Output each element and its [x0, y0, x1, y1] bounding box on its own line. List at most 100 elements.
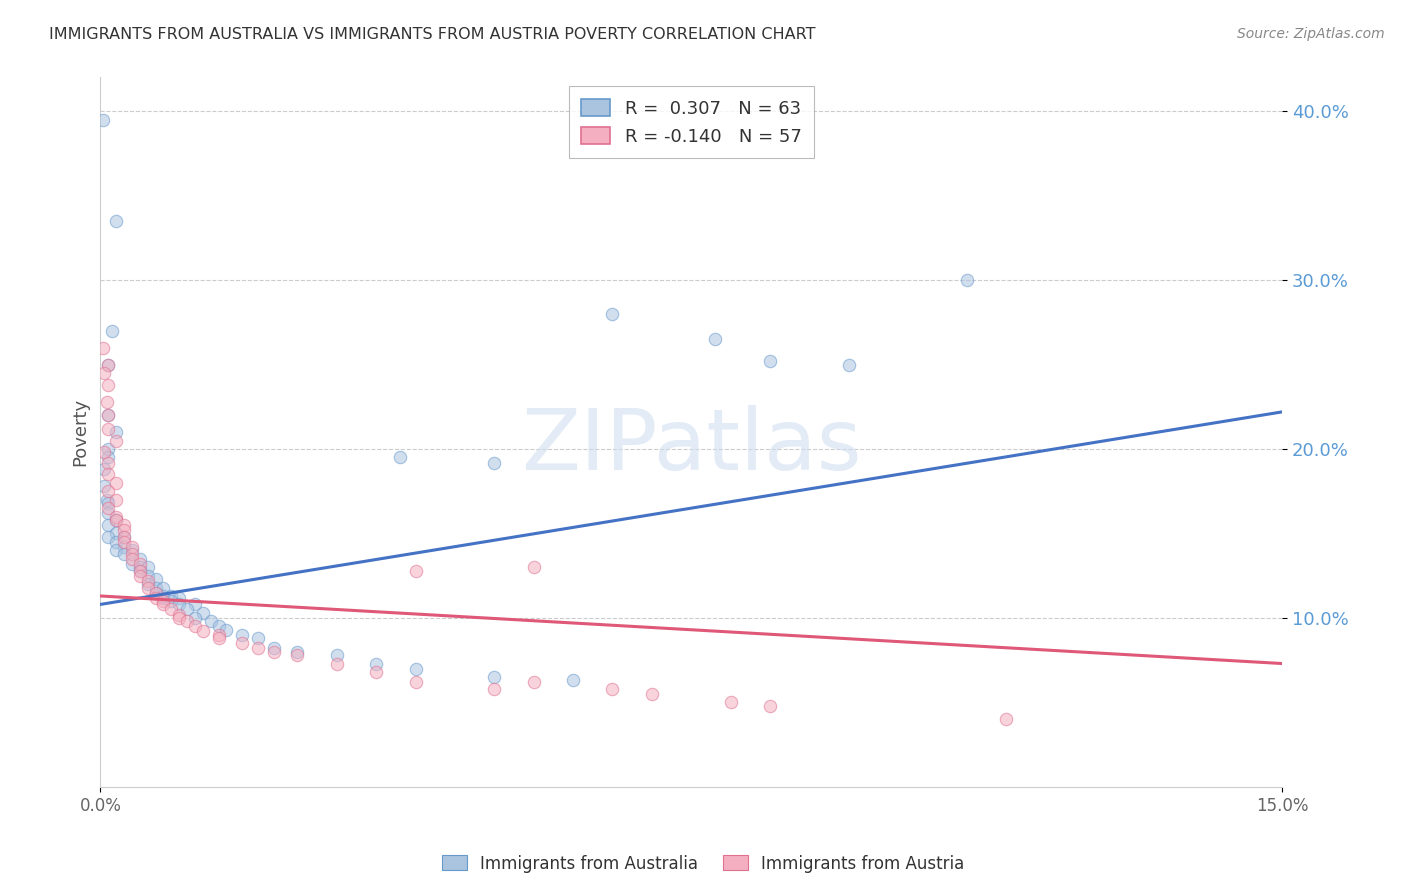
Point — [91, 112, 114, 127]
Point — [105, 543, 128, 558]
Point — [325, 657, 347, 671]
Point — [105, 509, 128, 524]
Point — [93, 445, 115, 459]
Point — [215, 623, 238, 637]
Point — [366, 665, 388, 679]
Point — [93, 479, 115, 493]
Point — [167, 598, 190, 612]
Point — [97, 530, 120, 544]
Point — [523, 560, 546, 574]
Point — [93, 462, 115, 476]
Point — [112, 535, 135, 549]
Point — [91, 341, 114, 355]
Point — [231, 628, 253, 642]
Text: Source: ZipAtlas.com: Source: ZipAtlas.com — [1237, 27, 1385, 41]
Point — [167, 611, 190, 625]
Point — [207, 631, 229, 645]
Point — [405, 662, 427, 676]
Point — [484, 681, 506, 696]
Point — [703, 332, 725, 346]
Point — [105, 535, 128, 549]
Point — [405, 564, 427, 578]
Point — [112, 530, 135, 544]
Point — [105, 513, 128, 527]
Legend: R =  0.307   N = 63, R = -0.140   N = 57: R = 0.307 N = 63, R = -0.140 N = 57 — [568, 87, 814, 159]
Point — [160, 589, 183, 603]
Point — [105, 492, 128, 507]
Point — [105, 214, 128, 228]
Point — [184, 611, 207, 625]
Point — [105, 434, 128, 448]
Point — [128, 564, 150, 578]
Point — [112, 530, 135, 544]
Point — [602, 307, 624, 321]
Point — [97, 450, 120, 465]
Point — [207, 628, 229, 642]
Point — [121, 557, 143, 571]
Point — [145, 572, 167, 586]
Point — [207, 619, 229, 633]
Point — [523, 675, 546, 690]
Point — [184, 619, 207, 633]
Point — [484, 670, 506, 684]
Point — [121, 543, 143, 558]
Point — [136, 574, 159, 588]
Point — [167, 607, 190, 622]
Point — [285, 648, 308, 662]
Point — [97, 358, 120, 372]
Point — [97, 377, 120, 392]
Text: IMMIGRANTS FROM AUSTRALIA VS IMMIGRANTS FROM AUSTRIA POVERTY CORRELATION CHART: IMMIGRANTS FROM AUSTRALIA VS IMMIGRANTS … — [49, 27, 815, 42]
Point — [484, 456, 506, 470]
Point — [176, 602, 198, 616]
Point — [152, 591, 174, 605]
Point — [838, 358, 860, 372]
Point — [112, 518, 135, 533]
Point — [93, 366, 115, 380]
Point — [562, 673, 585, 688]
Point — [136, 577, 159, 591]
Point — [995, 712, 1018, 726]
Point — [96, 492, 118, 507]
Point — [112, 540, 135, 554]
Point — [97, 467, 120, 482]
Point — [97, 518, 120, 533]
Point — [160, 602, 183, 616]
Point — [176, 615, 198, 629]
Point — [97, 506, 120, 520]
Point — [128, 564, 150, 578]
Point — [105, 425, 128, 439]
Point — [97, 456, 120, 470]
Text: ZIPatlas: ZIPatlas — [522, 405, 862, 488]
Point — [105, 513, 128, 527]
Point — [97, 422, 120, 436]
Point — [145, 581, 167, 595]
Point — [97, 409, 120, 423]
Point — [145, 585, 167, 599]
Point — [101, 324, 124, 338]
Point — [121, 551, 143, 566]
Point — [191, 606, 214, 620]
Point — [136, 568, 159, 582]
Point — [121, 540, 143, 554]
Legend: Immigrants from Australia, Immigrants from Austria: Immigrants from Australia, Immigrants fr… — [434, 848, 972, 880]
Point — [152, 598, 174, 612]
Point — [246, 631, 269, 645]
Point — [112, 523, 135, 537]
Point — [366, 657, 388, 671]
Point — [145, 591, 167, 605]
Point — [641, 687, 664, 701]
Point — [167, 591, 190, 605]
Point — [97, 358, 120, 372]
Point — [128, 568, 150, 582]
Point — [160, 594, 183, 608]
Point — [152, 581, 174, 595]
Point — [759, 698, 782, 713]
Point — [128, 551, 150, 566]
Point — [184, 598, 207, 612]
Point — [263, 645, 285, 659]
Point — [263, 641, 285, 656]
Point — [136, 581, 159, 595]
Point — [97, 442, 120, 456]
Point — [97, 409, 120, 423]
Point — [97, 496, 120, 510]
